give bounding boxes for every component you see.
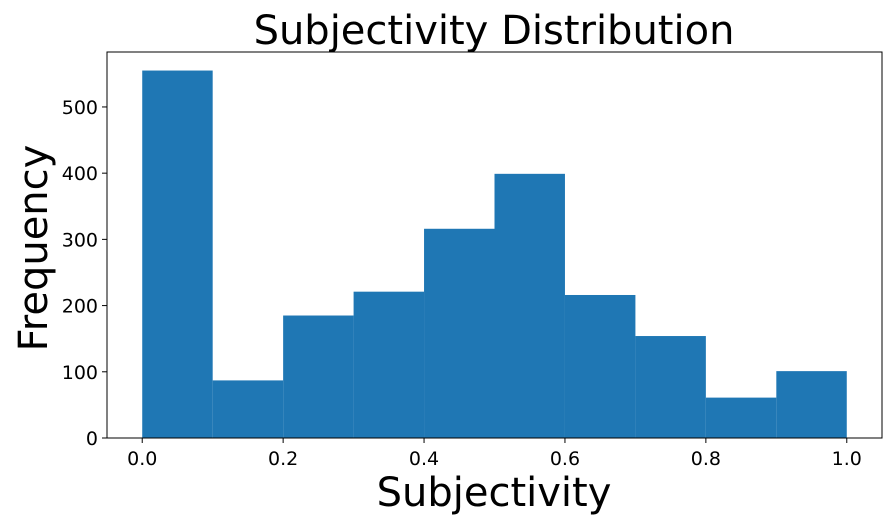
x-tick-label: 0.2 [268, 448, 298, 470]
y-axis-ticks: 0 100 200 300 400 500 [62, 97, 107, 450]
x-tick-label: 0.8 [691, 448, 721, 470]
histogram-bar [212, 380, 284, 438]
chart-title: Subjectivity Distribution [254, 8, 735, 54]
histogram-bar [142, 70, 213, 438]
x-axis-ticks: 0.0 0.2 0.4 0.6 0.8 1.0 [127, 438, 862, 470]
histogram-bar [635, 336, 706, 438]
histogram-bar [705, 397, 777, 438]
bars-group [142, 70, 847, 438]
x-tick-label: 1.0 [832, 448, 862, 470]
x-tick-label: 0.4 [409, 448, 439, 470]
histogram-bar [353, 291, 425, 438]
y-tick-label: 300 [62, 229, 98, 251]
y-tick-label: 200 [62, 296, 98, 318]
histogram-bar [283, 315, 354, 438]
x-tick-label: 0.0 [127, 448, 157, 470]
x-axis-label: Subjectivity [377, 470, 612, 516]
plot-frame [106, 51, 883, 439]
y-tick-label: 0 [86, 428, 98, 450]
x-tick-label: 0.6 [550, 448, 580, 470]
y-axis-label: Frequency [11, 145, 57, 352]
y-tick-label: 100 [62, 362, 98, 384]
y-tick-label: 400 [62, 163, 98, 185]
histogram-bar [776, 371, 847, 438]
y-tick-label: 500 [62, 97, 98, 119]
histogram-bar [424, 228, 495, 438]
histogram-bar [494, 173, 565, 438]
histogram-bar [564, 294, 636, 438]
